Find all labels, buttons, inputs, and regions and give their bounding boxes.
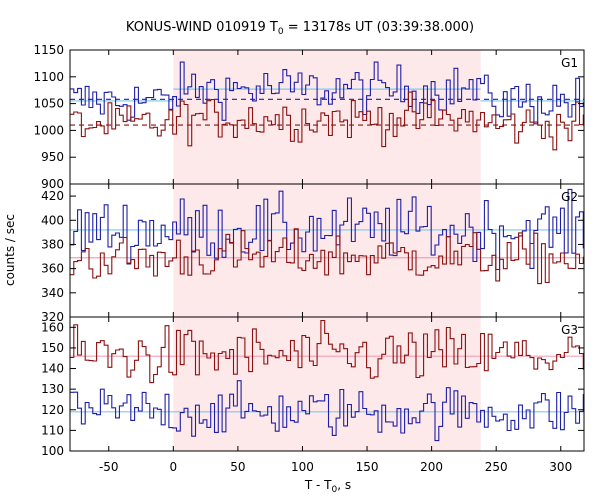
panel-label: G3	[561, 323, 578, 337]
x-tick-label: 150	[356, 460, 379, 474]
panel-frame-g3	[69, 316, 585, 452]
y-tick-label: 360	[41, 262, 64, 276]
y-tick-label: 1050	[33, 97, 64, 111]
y-tick-label: 150	[41, 341, 64, 355]
y-tick-label: 120	[41, 403, 64, 417]
series-g3-red	[70, 319, 584, 384]
x-axis-label: T - T0, s	[304, 478, 352, 495]
x-tick-label: 250	[485, 460, 508, 474]
y-tick-label: 1100	[33, 70, 64, 84]
series-g1-red	[70, 91, 584, 151]
y-tick-label: 140	[41, 362, 64, 376]
series-g3-blue	[70, 380, 584, 442]
y-tick-label: 900	[41, 177, 64, 191]
panel-label: G2	[561, 190, 578, 204]
x-tick-label: 300	[549, 460, 572, 474]
y-tick-label: 100	[41, 444, 64, 458]
series-g1-blue	[70, 61, 584, 125]
chart-title: KONUS-WIND 010919 T0 = 13178s UT (03:39:…	[125, 20, 475, 37]
y-tick-label: 380	[41, 237, 64, 251]
y-tick-label: 1000	[33, 123, 64, 137]
series-g2-blue	[70, 188, 584, 271]
y-tick-label: 130	[41, 382, 64, 396]
x-tick-label: 200	[420, 460, 443, 474]
series-g2-red	[70, 228, 584, 285]
y-tick-label: 340	[41, 286, 64, 300]
y-tick-label: 1150	[33, 43, 64, 57]
y-tick-label: 320	[41, 310, 64, 324]
x-tick-label: 100	[291, 460, 314, 474]
x-tick-label: 50	[230, 460, 245, 474]
y-tick-label: 110	[41, 423, 64, 437]
panel-label: G1	[561, 56, 578, 70]
y-tick-label: 160	[41, 320, 64, 334]
y-tick-label: 950	[41, 150, 64, 164]
y-tick-label: 400	[41, 213, 64, 227]
y-tick-label: 420	[41, 189, 64, 203]
x-tick-label: -50	[99, 460, 119, 474]
x-tick-label: 0	[169, 460, 177, 474]
